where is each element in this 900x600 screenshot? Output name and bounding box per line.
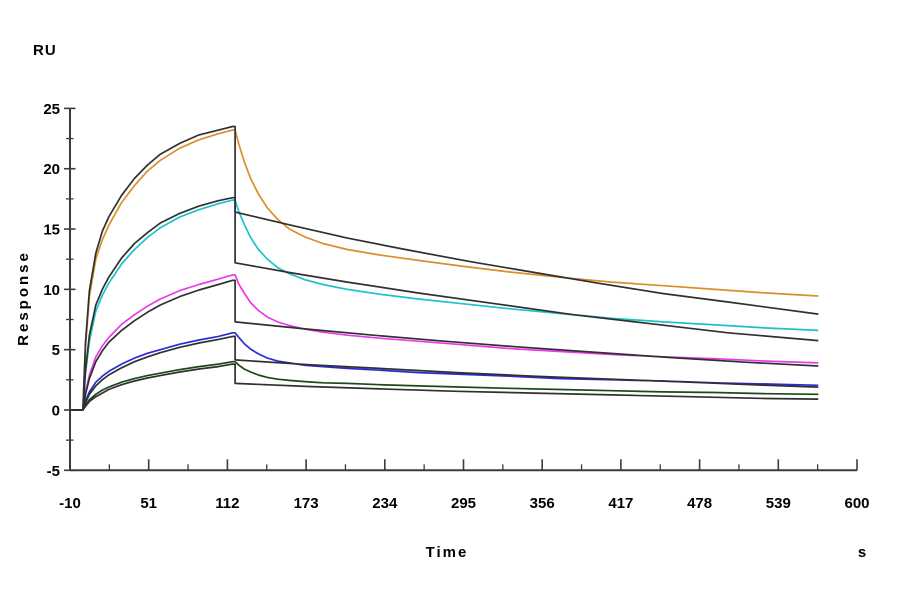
fit-3 [70, 279, 819, 411]
x-tick-label: 600 [844, 495, 869, 512]
x-tick-label: 417 [608, 495, 633, 512]
y-axis-unit-label: RU [33, 42, 57, 59]
y-tick-label: 10 [43, 282, 60, 299]
x-tick-label: 478 [687, 495, 712, 512]
data-curve-1-highest [70, 129, 819, 411]
y-tick-label: 15 [43, 222, 60, 239]
data-curve-3 [70, 274, 819, 411]
x-axis-ticks: -10 51 112 173 234 295 356 417 478 539 600 [59, 459, 870, 512]
x-axis-unit-label: s [857, 544, 867, 561]
data-curve-4 [70, 331, 819, 411]
y-tick-label: 5 [52, 342, 60, 359]
fit-curves [70, 125, 819, 411]
fit-1 [70, 125, 819, 411]
data-curves [70, 129, 819, 411]
fit-2 [70, 196, 819, 411]
data-curve-5-lowest [70, 360, 819, 411]
x-tick-label: 295 [451, 495, 476, 512]
axes [69, 108, 857, 472]
x-tick-label: 112 [215, 495, 239, 512]
x-tick-label: 173 [294, 495, 319, 512]
x-axis-title: Time [425, 544, 469, 561]
y-tick-label: 25 [43, 101, 60, 118]
y-axis-title: Response [15, 250, 32, 346]
x-tick-label: 234 [372, 495, 398, 512]
y-axis-ticks: -5 0 5 10 15 20 25 [43, 101, 76, 480]
fit-5 [70, 363, 819, 411]
x-tick-label: 356 [530, 495, 555, 512]
y-tick-label: 0 [52, 402, 60, 419]
x-tick-label: 539 [766, 495, 791, 512]
x-tick-label: -10 [59, 495, 81, 512]
fit-4 [70, 335, 819, 411]
data-curve-2 [70, 199, 819, 411]
x-tick-label: 51 [140, 495, 157, 512]
y-tick-label: 20 [43, 161, 60, 178]
y-tick-label: -5 [47, 463, 60, 480]
